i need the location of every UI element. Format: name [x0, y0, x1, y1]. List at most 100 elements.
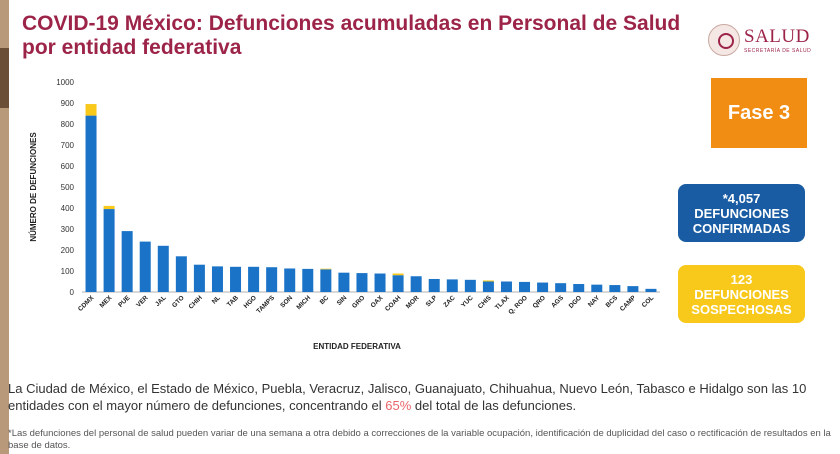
y-tick-label: 0 — [70, 288, 75, 297]
bar-confirmed — [230, 266, 242, 292]
bar-confirmed — [645, 288, 657, 292]
x-tick-label: TAB — [226, 294, 240, 308]
bar-confirmed — [266, 267, 278, 292]
confirmed-value: *4,057 — [722, 190, 761, 206]
x-tick-label: COL — [641, 294, 656, 309]
x-tick-label: MICH — [296, 294, 313, 311]
x-tick-label: PUE — [117, 294, 132, 309]
bar-confirmed — [121, 231, 133, 292]
x-axis-label: ENTIDAD FEDERATIVA — [313, 342, 401, 351]
deaths-bar-chart: 0 100 200 300 400 500 600 700 800 900 1000 NÚMERO D… — [29, 78, 660, 351]
x-tick-label: HGO — [243, 294, 258, 309]
x-tick-label: SON — [279, 294, 294, 309]
bar-confirmed — [446, 279, 458, 292]
bar-confirmed — [537, 282, 549, 292]
bar-suspected — [103, 205, 115, 210]
summary-text-before: La Ciudad de México, el Estado de México… — [8, 381, 807, 413]
x-tick-label: CHIH — [188, 294, 204, 310]
y-tick-label: 300 — [61, 225, 75, 234]
footnote: *Las defunciones del personal de salud p… — [8, 428, 831, 451]
bar-confirmed — [302, 268, 314, 292]
x-tick-label: AGS — [550, 294, 565, 309]
bar-confirmed — [573, 284, 585, 292]
summary-percentage: 65% — [385, 398, 412, 413]
bar-confirmed — [464, 279, 476, 292]
confirmed-label: DEFUNCIONES CONFIRMADAS — [692, 205, 791, 236]
y-tick-label: 800 — [61, 120, 75, 129]
x-tick-label: BC — [319, 294, 331, 306]
bar-confirmed — [193, 264, 205, 292]
salud-logo: SALUD SECRETARÍA DE SALUD — [708, 24, 830, 58]
x-tick-label: CAMP — [619, 294, 638, 313]
x-tick-label: MOR — [405, 294, 421, 310]
x-tick-label: TAMPS — [255, 294, 276, 315]
y-tick-label: 400 — [61, 204, 75, 213]
y-tick-label: 500 — [61, 183, 75, 192]
page-title: COVID-19 México: Defunciones acumuladas … — [22, 12, 681, 59]
x-tick-label: GTO — [171, 294, 186, 309]
bar-confirmed — [627, 286, 639, 292]
bar-confirmed — [519, 281, 531, 292]
bar-confirmed — [428, 278, 440, 292]
bar-confirmed — [609, 285, 621, 292]
bar-confirmed — [284, 268, 296, 292]
bar-suspected — [482, 280, 494, 282]
x-tick-label: NL — [211, 294, 222, 305]
bar-confirmed — [482, 281, 494, 292]
x-tick-label: ZAC — [442, 294, 457, 309]
bar-confirmed — [139, 241, 151, 292]
x-tick-label: QRO — [532, 294, 547, 309]
y-tick-label: 200 — [61, 246, 75, 255]
x-tick-label: NAY — [587, 294, 602, 309]
bar-confirmed — [591, 284, 603, 292]
logo-subtitle: SECRETARÍA DE SALUD — [744, 48, 812, 54]
y-tick-label: 900 — [61, 99, 75, 108]
y-tick-label: 700 — [61, 141, 75, 150]
bar-suspected — [392, 273, 404, 276]
x-tick-label: CHIS — [477, 294, 493, 310]
x-tick-label: COAH — [384, 294, 403, 313]
y-axis-label: NÚMERO DE DEFUNCIONES — [29, 132, 38, 242]
bar-confirmed — [85, 115, 97, 292]
y-tick-label: 100 — [61, 267, 75, 276]
x-tick-label: GRO — [351, 294, 366, 309]
bar-confirmed — [410, 276, 422, 292]
suspected-label: DEFUNCIONES SOSPECHOSAS — [691, 286, 792, 317]
bar-confirmed — [338, 272, 350, 292]
left-decorative-strip — [0, 0, 9, 454]
bar-suspected — [320, 268, 332, 270]
x-tick-label: Q. ROO — [507, 294, 529, 316]
logo-word: SALUD — [744, 26, 810, 47]
bar-confirmed — [500, 281, 512, 292]
x-tick-label: YUC — [460, 294, 475, 309]
left-strip-accent — [0, 48, 9, 108]
bar-confirmed — [157, 245, 169, 292]
y-tick-label: 600 — [61, 162, 75, 171]
bar-confirmed — [356, 273, 368, 292]
x-tick-label: SLP — [425, 294, 439, 308]
bar-confirmed — [248, 266, 260, 292]
bar-suspected — [85, 104, 97, 116]
suspected-value: 123 — [730, 271, 753, 287]
summary-text-after: del total de las defunciones. — [411, 398, 577, 413]
bar-confirmed — [320, 269, 332, 292]
x-tick-label: MEX — [99, 294, 114, 309]
confirmed-deaths-box: *4,057 DEFUNCIONES CONFIRMADAS — [678, 184, 805, 242]
suspected-deaths-box: 123 DEFUNCIONES SOSPECHOSAS — [678, 265, 805, 323]
x-tick-label: DGO — [568, 294, 583, 309]
bar-confirmed — [392, 275, 404, 292]
x-tick-label: JAL — [154, 294, 168, 308]
bar-confirmed — [103, 209, 115, 292]
crest-icon — [708, 24, 740, 56]
x-tick-label: CDMX — [77, 294, 96, 313]
bar-confirmed — [555, 283, 567, 292]
x-tick-label: BCS — [605, 294, 620, 309]
bar-confirmed — [211, 266, 223, 292]
summary-paragraph: La Ciudad de México, el Estado de México… — [8, 380, 834, 414]
bar-confirmed — [175, 256, 187, 292]
phase-badge: Fase 3 — [711, 78, 807, 148]
x-tick-label: VER — [135, 294, 150, 309]
x-tick-label: OAX — [370, 294, 385, 309]
x-tick-label: SIN — [336, 294, 349, 307]
y-tick-label: 1000 — [56, 78, 74, 87]
